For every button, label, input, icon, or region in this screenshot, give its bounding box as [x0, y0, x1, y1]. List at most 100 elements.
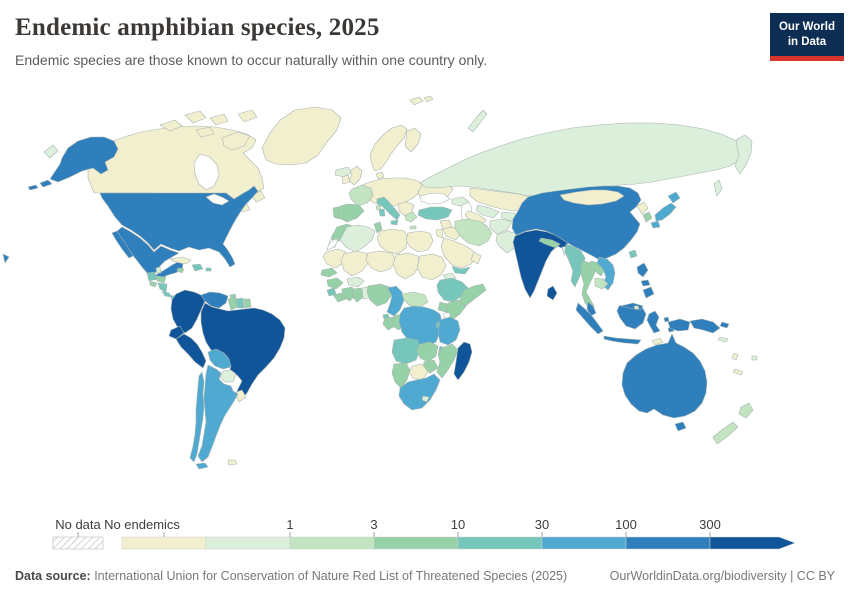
country-japan-kyushu[interactable] — [650, 220, 661, 229]
country-tasmania[interactable] — [674, 421, 687, 432]
country-mexico-baja[interactable] — [111, 230, 134, 259]
country-france[interactable] — [348, 184, 374, 207]
country-afghanistan[interactable] — [489, 218, 513, 235]
country-uk[interactable] — [348, 165, 363, 186]
country-uruguay[interactable] — [233, 389, 247, 403]
legend-bin-under1[interactable] — [205, 536, 291, 550]
country-mauritania[interactable] — [322, 248, 347, 269]
country-ecuador[interactable] — [168, 325, 185, 340]
country-china[interactable] — [511, 185, 642, 260]
country-russia-kamchatka[interactable] — [734, 134, 753, 175]
country-belize[interactable] — [155, 266, 162, 274]
country-central-african-republic[interactable] — [401, 291, 429, 308]
country-novaya-zemlya[interactable] — [467, 109, 488, 133]
country-portugal[interactable] — [332, 206, 340, 220]
country-algeria[interactable] — [339, 224, 376, 253]
country-usa-alaska[interactable] — [49, 136, 119, 183]
country-angola[interactable] — [391, 337, 421, 365]
country-fiji[interactable] — [751, 355, 758, 361]
country-ghana[interactable] — [351, 287, 364, 303]
legend-no-data-swatch[interactable] — [52, 536, 104, 550]
country-tanzania[interactable] — [437, 316, 461, 346]
country-ethiopia[interactable] — [436, 277, 469, 303]
country-el-salvador[interactable] — [149, 280, 158, 288]
country-hispaniola[interactable] — [191, 263, 204, 272]
country-greece[interactable] — [404, 211, 418, 223]
country-tierra-del-fuego[interactable] — [195, 462, 209, 470]
country-spain[interactable] — [334, 203, 365, 223]
country-italy[interactable] — [376, 196, 401, 221]
country-ireland[interactable] — [341, 174, 351, 185]
country-vanuatu[interactable] — [731, 352, 739, 361]
country-oman[interactable] — [470, 251, 482, 265]
country-bolivia[interactable] — [207, 348, 232, 370]
country-peru[interactable] — [175, 333, 207, 369]
country-niger[interactable] — [365, 250, 397, 273]
country-puerto-rico[interactable] — [205, 267, 212, 272]
country-japan-honshu[interactable] — [654, 202, 677, 222]
country-lesotho[interactable] — [421, 395, 430, 403]
region-caucasus[interactable] — [451, 196, 470, 207]
country-canada-arctic5[interactable] — [237, 109, 258, 123]
country-myanmar[interactable] — [564, 243, 586, 288]
country-uzbekistan[interactable] — [475, 204, 500, 219]
country-cameroon[interactable] — [386, 285, 405, 317]
country-new-zealand-north[interactable] — [738, 402, 754, 419]
country-australia[interactable] — [621, 333, 708, 419]
country-mongolia[interactable] — [559, 189, 625, 206]
country-kenya[interactable] — [445, 299, 467, 321]
country-libya[interactable] — [376, 228, 409, 255]
region-balkans[interactable] — [397, 201, 415, 217]
country-norway-sweden[interactable] — [369, 124, 408, 172]
country-indonesia-papua[interactable] — [667, 318, 691, 332]
country-nigeria[interactable] — [366, 283, 393, 307]
country-falkland[interactable] — [227, 459, 238, 466]
country-argentina[interactable] — [197, 364, 239, 463]
country-indonesia-sumatra[interactable] — [575, 302, 604, 335]
country-chile[interactable] — [189, 371, 205, 463]
country-mozambique[interactable] — [436, 343, 459, 379]
country-nepal[interactable] — [538, 237, 561, 249]
country-usa-aleutians[interactable] — [27, 179, 53, 191]
country-canada-arctic3[interactable] — [209, 113, 229, 126]
country-suriname[interactable] — [235, 297, 245, 309]
country-malaysia-peninsula[interactable] — [586, 301, 597, 317]
owid-logo[interactable]: Our World in Data — [769, 13, 844, 61]
country-tunisia[interactable] — [373, 221, 383, 234]
region-levant[interactable] — [435, 228, 444, 239]
country-costa-rica[interactable] — [161, 290, 173, 298]
country-corsica[interactable] — [375, 204, 382, 211]
country-mali[interactable] — [340, 250, 370, 277]
country-sardinia[interactable] — [378, 208, 386, 217]
country-iran[interactable] — [454, 218, 493, 247]
region-central-europe[interactable] — [359, 177, 424, 207]
country-cambodia[interactable] — [594, 277, 609, 290]
country-paraguay[interactable] — [219, 369, 237, 383]
legend-bin-30to100[interactable] — [541, 536, 627, 550]
country-japan-hokkaido[interactable] — [667, 191, 681, 204]
country-iceland[interactable] — [334, 166, 353, 178]
country-usa-hawaii[interactable] — [2, 253, 10, 264]
country-canada-arctic4[interactable] — [195, 126, 215, 138]
country-new-zealand-south[interactable] — [712, 421, 739, 445]
country-solomon-islands[interactable] — [717, 336, 729, 343]
country-saudi-arabia[interactable] — [440, 237, 478, 269]
country-jamaica[interactable] — [176, 267, 185, 274]
country-vietnam[interactable] — [596, 256, 616, 291]
country-egypt[interactable] — [405, 230, 434, 253]
country-colombia[interactable] — [170, 289, 206, 334]
country-chad[interactable] — [392, 252, 421, 280]
country-zambia[interactable] — [416, 341, 439, 363]
country-gabon[interactable] — [382, 316, 396, 331]
country-namibia[interactable] — [391, 362, 411, 389]
country-south-korea[interactable] — [642, 211, 653, 223]
country-crete[interactable] — [409, 225, 417, 230]
country-guatemala[interactable] — [146, 271, 158, 282]
country-thailand[interactable] — [580, 260, 597, 311]
country-philippines-luzon[interactable] — [636, 262, 649, 278]
country-indonesia-sulawesi[interactable] — [646, 310, 661, 334]
country-philippines-visayas[interactable] — [640, 279, 651, 287]
country-guinea[interactable] — [326, 277, 344, 290]
country-new-caledonia[interactable] — [732, 368, 744, 376]
country-nicaragua[interactable] — [157, 282, 168, 293]
